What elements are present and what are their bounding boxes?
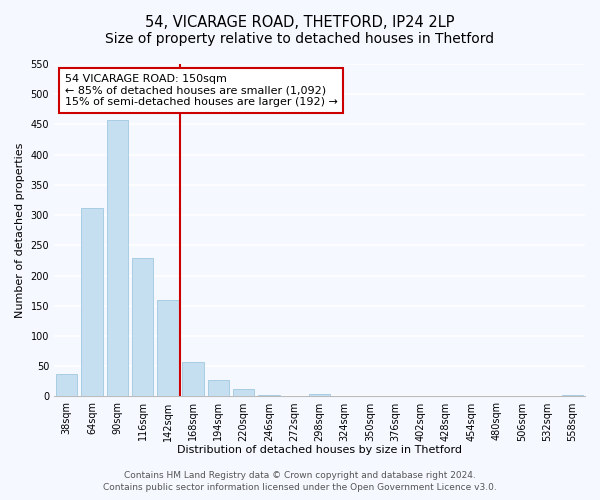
Bar <box>208 380 229 396</box>
Bar <box>182 362 204 396</box>
Bar <box>309 394 330 396</box>
Text: Size of property relative to detached houses in Thetford: Size of property relative to detached ho… <box>106 32 494 46</box>
Bar <box>157 300 179 396</box>
Bar <box>132 258 153 396</box>
Y-axis label: Number of detached properties: Number of detached properties <box>15 142 25 318</box>
Bar <box>56 374 77 396</box>
Bar <box>81 208 103 396</box>
X-axis label: Distribution of detached houses by size in Thetford: Distribution of detached houses by size … <box>177 445 462 455</box>
Bar <box>107 120 128 396</box>
Text: 54, VICARAGE ROAD, THETFORD, IP24 2LP: 54, VICARAGE ROAD, THETFORD, IP24 2LP <box>145 15 455 30</box>
Text: Contains HM Land Registry data © Crown copyright and database right 2024.
Contai: Contains HM Land Registry data © Crown c… <box>103 471 497 492</box>
Bar <box>562 394 583 396</box>
Bar <box>258 394 280 396</box>
Text: 54 VICARAGE ROAD: 150sqm
← 85% of detached houses are smaller (1,092)
15% of sem: 54 VICARAGE ROAD: 150sqm ← 85% of detach… <box>65 74 338 107</box>
Bar <box>233 389 254 396</box>
